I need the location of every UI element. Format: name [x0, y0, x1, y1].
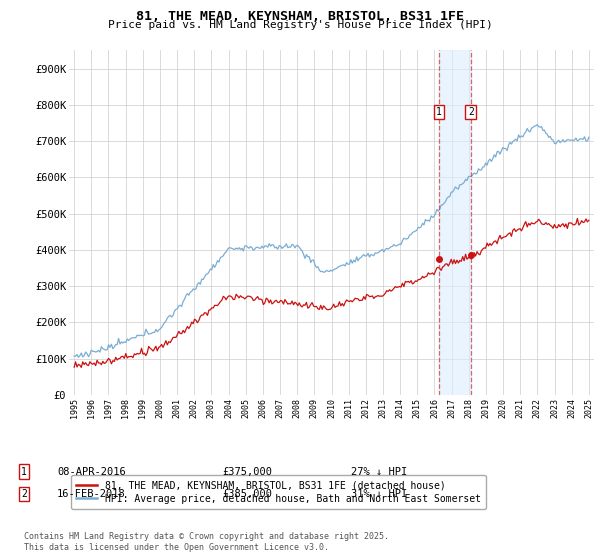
Text: Contains HM Land Registry data © Crown copyright and database right 2025.
This d: Contains HM Land Registry data © Crown c… — [24, 533, 389, 552]
Text: 2: 2 — [468, 107, 474, 117]
Text: 16-FEB-2018: 16-FEB-2018 — [57, 489, 126, 499]
Text: Price paid vs. HM Land Registry's House Price Index (HPI): Price paid vs. HM Land Registry's House … — [107, 20, 493, 30]
Legend: 81, THE MEAD, KEYNSHAM, BRISTOL, BS31 1FE (detached house), HPI: Average price, : 81, THE MEAD, KEYNSHAM, BRISTOL, BS31 1F… — [71, 475, 486, 508]
Bar — [439, 50, 471, 395]
Text: £385,000: £385,000 — [222, 489, 272, 499]
Text: 1: 1 — [436, 107, 442, 117]
Text: 27% ↓ HPI: 27% ↓ HPI — [351, 466, 407, 477]
Text: 1: 1 — [21, 466, 27, 477]
Text: 2: 2 — [21, 489, 27, 499]
Text: 81, THE MEAD, KEYNSHAM, BRISTOL, BS31 1FE: 81, THE MEAD, KEYNSHAM, BRISTOL, BS31 1F… — [136, 10, 464, 22]
Text: £375,000: £375,000 — [222, 466, 272, 477]
Text: 08-APR-2016: 08-APR-2016 — [57, 466, 126, 477]
Text: 31% ↓ HPI: 31% ↓ HPI — [351, 489, 407, 499]
